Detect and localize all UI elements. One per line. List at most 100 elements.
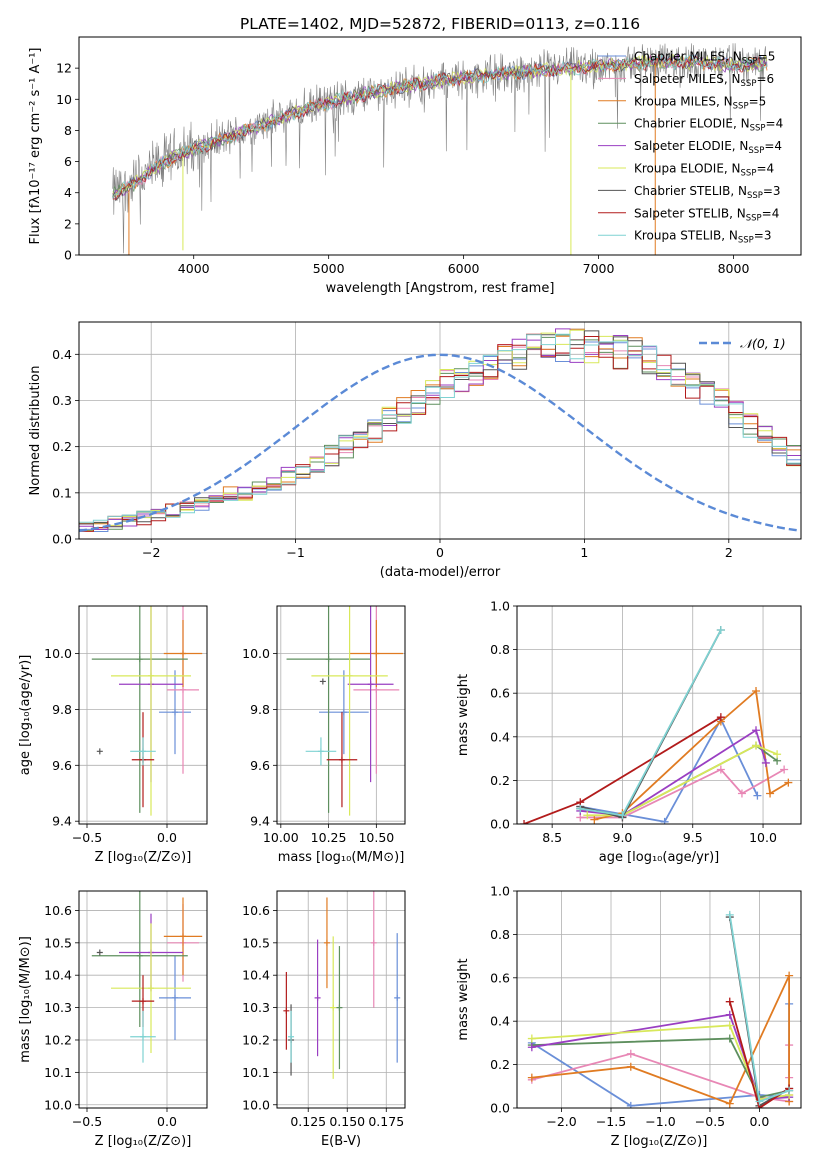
residuals-xtick-label: −2: [142, 545, 160, 560]
age_vs_mass-xtick-label: 10.00: [263, 830, 299, 845]
legend-label: Chabrier MILES, NSSP=5: [634, 50, 775, 67]
massweight_vs_age-xtick-label: 9.5: [683, 830, 703, 845]
mass_vs_Z-ytick-label: 10.3: [44, 1000, 72, 1015]
mass_vs_ebv-frame: [276, 890, 406, 1109]
errorbar-marker: [172, 994, 178, 1001]
spectrum-xtick-label: 8000: [718, 261, 750, 276]
residuals-ytick-label: 0.2: [52, 439, 72, 454]
massweight-point: [761, 758, 770, 767]
residuals-histogram-series: [79, 333, 801, 533]
residuals-ytick-label: 0.4: [52, 347, 72, 362]
residuals-frame: [78, 321, 802, 540]
massweight_vs_Z-xtick-label: −2.0: [546, 1114, 576, 1129]
massweight_vs_age-xtick-label: 10.0: [749, 830, 777, 845]
age_vs_mass-ytick-label: 9.6: [250, 758, 270, 773]
errorbar-marker: [336, 1004, 343, 1011]
massweight_vs_Z-ytick-label: 1.0: [490, 884, 510, 899]
residuals-histogram-series: [79, 333, 801, 531]
massweight_vs_Z-axes: −2.0 −1.5 −1.0 −0.5 0.0 0.0 0.2 0.4 0.6 0.8 1.0 Z […: [456, 884, 801, 1149]
massweight-point: [725, 997, 734, 1006]
age_vs_Z-frame: [78, 605, 208, 825]
massweight-point: [576, 804, 585, 813]
mass_vs_Z-ytick-label: 10.2: [44, 1032, 72, 1047]
spectrum-xtick-label: 5000: [313, 261, 345, 276]
massweight_vs_age-ytick-label: 0.8: [490, 642, 510, 657]
legend-label: Salpeter STELIB, NSSP=4: [634, 206, 779, 223]
legend-label-sub: SSP: [748, 146, 764, 156]
legend-label-sub: SSP: [747, 191, 763, 201]
legend-label-suffix: =4: [762, 206, 780, 220]
massweight-point: [785, 971, 794, 980]
massweight-series-line: [594, 689, 789, 821]
errorbar-marker: [136, 952, 143, 959]
residuals-ytick-label: 0.3: [52, 393, 72, 408]
age_vs_Z-ylabel: age [log₁₀(age/yr)]: [18, 655, 33, 776]
spectrum-xtick-label: 6000: [448, 261, 480, 276]
massweight-point: [737, 789, 746, 798]
massweight-point: [520, 820, 529, 824]
errorbar-marker: [180, 686, 186, 693]
massweight_vs_age-ytick-label: 0.0: [490, 817, 510, 832]
mass_vs_ebv-axes: 0.125 0.150 0.175 10.0 10.1 10.2 10.3 10.4 10.5 1…: [242, 891, 405, 1149]
legend-label: Salpeter MILES, NSSP=6: [634, 72, 774, 89]
mass_vs_ebv-ytick-label: 10.3: [242, 1000, 270, 1015]
massweight-series-line: [587, 744, 778, 817]
age_vs_Z-points: [91, 606, 203, 816]
massweight_vs_Z-lines: [527, 910, 794, 1108]
legend-label-text: Salpeter STELIB, N: [634, 206, 746, 220]
legend-label-suffix: =4: [766, 117, 784, 131]
spectrum-xtick-label: 7000: [583, 261, 615, 276]
mass_vs_Z-ylabel: mass [log₁₀(M/M⊙)]: [18, 936, 33, 1063]
errorbar-marker: [283, 1007, 290, 1014]
errorbar-marker: [373, 686, 380, 693]
mass_vs_ebv-ytick-label: 10.6: [242, 903, 270, 918]
spectrum-lines: [112, 43, 768, 255]
mass_vs_ebv-ytick-label: 10.1: [242, 1065, 270, 1080]
massweight_vs_Z-ytick-label: 0.2: [490, 1057, 510, 1072]
massweight-point: [725, 1034, 734, 1043]
residuals-histogram-series: [79, 328, 801, 532]
residuals-ytick-label: 0.0: [52, 532, 72, 547]
errorbar-marker: [330, 1004, 337, 1011]
massweight-point: [527, 1073, 536, 1082]
massweight_vs_Z-xtick-label: −1.0: [645, 1114, 675, 1129]
spectrum-ylabel: Flux [fλ10⁻¹⁷ erg cm⁻² s⁻¹ A⁻¹]: [28, 48, 43, 245]
spectrum-xlabel: wavelength [Angstrom, rest frame]: [326, 281, 555, 296]
errorbar-marker: [172, 709, 178, 716]
legend-label-text: Kroupa STELIB, N: [634, 229, 738, 243]
age_vs_Z-ytick-label: 9.6: [52, 758, 72, 773]
massweight-point: [716, 765, 725, 774]
legend-label-text: Salpeter MILES, N: [634, 72, 741, 86]
errorbar-marker: [140, 748, 146, 755]
massweight-point: [583, 811, 592, 820]
mass_vs_ebv-ytick-label: 10.4: [242, 968, 270, 983]
legend-label-sub: SSP: [738, 236, 754, 246]
errorbar-marker: [148, 672, 154, 679]
legend-label-suffix: =4: [756, 162, 774, 176]
mass_vs_Z-xlabel: Z [log₁₀(Z/Z⊙)]: [95, 1134, 192, 1149]
legend-label-text: Chabrier ELODIE, N: [634, 117, 750, 131]
mass_vs_ebv-xtick-label: 0.175: [368, 1114, 404, 1129]
massweight-point: [752, 741, 761, 750]
residuals-xlabel: (data-model)/error: [380, 565, 501, 580]
massweight-point: [725, 910, 734, 919]
massweight_vs_age-xtick-label: 9.0: [613, 830, 633, 845]
spectrum-ytick-label: 4: [64, 185, 72, 200]
massweight-point: [752, 687, 761, 696]
errorbar-marker: [346, 672, 353, 679]
legend-label-text: Chabrier MILES, N: [634, 50, 742, 64]
errorbar-marker: [319, 678, 326, 685]
massweight_vs_age-ytick-label: 0.2: [490, 773, 510, 788]
legend-label-sub: SSP: [733, 101, 749, 111]
massweight-point: [716, 625, 725, 634]
spectrum-ytick-label: 8: [64, 123, 72, 138]
massweight_vs_Z-ytick-label: 0.8: [490, 927, 510, 942]
errorbar-marker: [340, 709, 347, 716]
residuals-histogram-series: [79, 330, 801, 528]
mass_vs_Z-axes: −0.5 0.0 10.0 10.1 10.2 10.3 10.4 10.5 10.6 Z [lo…: [18, 891, 207, 1149]
legend-label: Chabrier ELODIE, NSSP=4: [634, 117, 783, 134]
errorbar-marker: [180, 650, 186, 657]
mass_vs_ebv-xlabel: E(B-V): [321, 1134, 361, 1149]
normal-curve: [79, 353, 801, 533]
mass_vs_ebv-xtick-label: 0.150: [329, 1114, 365, 1129]
